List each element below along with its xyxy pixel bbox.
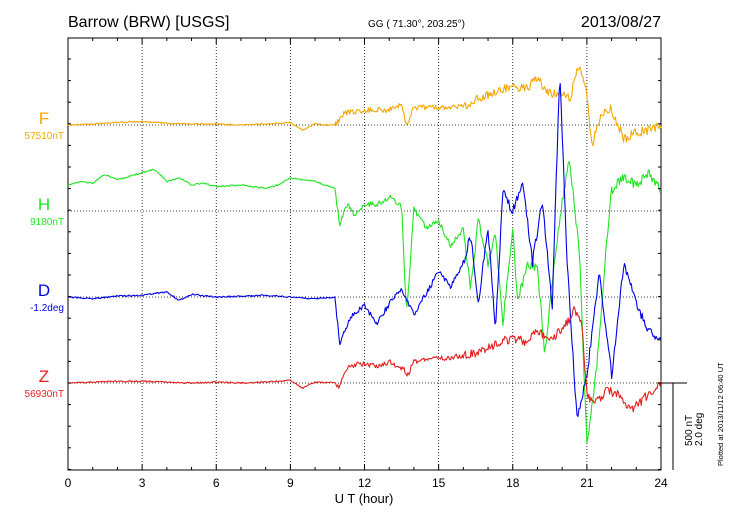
grid [68,38,661,470]
x-tick-label: 15 [432,476,446,490]
x-axis: 0 3 6 9 12 15 18 21 24 [65,38,668,490]
scale-bar-deg: 2.0 deg [694,413,705,446]
series-labels: F 57510nT H 9180nT D -1.2deg Z 56930nT [25,109,64,400]
series-d-name: D [38,281,50,300]
chart-title: Barrow (BRW) [USGS] [68,14,230,31]
x-tick-label: 12 [358,476,372,490]
x-tick-label: 21 [580,476,594,490]
series-group [67,66,662,444]
scale-bar-nt: 500 nT [684,415,695,446]
series-h-line [67,160,662,444]
x-tick-label: 24 [654,476,668,490]
x-tick-label: 3 [139,476,146,490]
x-tick-label: 9 [287,476,294,490]
series-f-line [67,66,662,147]
series-h-baseline-value: 9180nT [30,217,64,228]
series-z-name: Z [39,367,49,386]
scale-bar: 500 nT 2.0 deg [661,382,705,470]
series-h-name: H [38,195,50,214]
series-d-baseline-value: -1.2deg [30,303,64,314]
plotted-at-footer: Plotted at 2013/11/12 06:40 UT [716,362,725,466]
series-z-baseline-value: 56930nT [25,389,64,400]
coords-label: GG ( 71.30°, 203.25°) [368,19,465,30]
series-z-line [67,306,662,413]
series-f-baseline-value: 57510nT [25,131,64,142]
x-tick-label: 0 [65,476,72,490]
series-d-line [67,83,662,417]
series-f-name: F [39,109,49,128]
x-tick-label: 6 [213,476,220,490]
date-label: 2013/08/27 [581,14,661,31]
x-axis-label: U T (hour) [335,491,394,506]
x-tick-label: 18 [506,476,520,490]
